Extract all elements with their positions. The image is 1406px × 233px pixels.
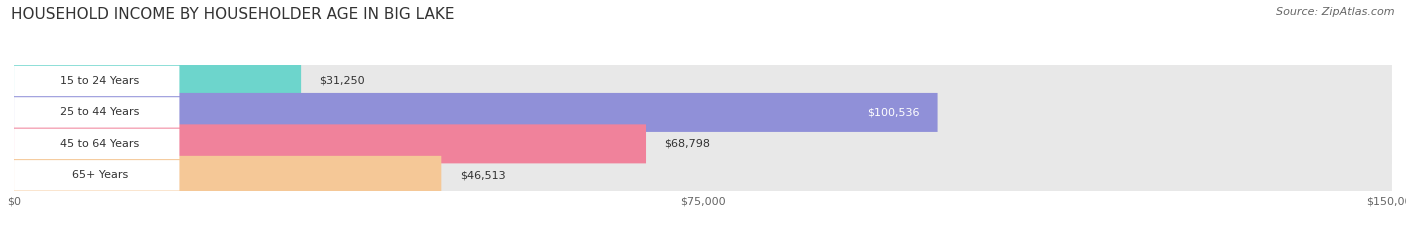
Text: 45 to 64 Years: 45 to 64 Years <box>60 139 139 149</box>
FancyBboxPatch shape <box>14 93 938 132</box>
FancyBboxPatch shape <box>14 62 1392 100</box>
FancyBboxPatch shape <box>14 124 1392 163</box>
FancyBboxPatch shape <box>14 156 441 195</box>
FancyBboxPatch shape <box>14 129 180 159</box>
Text: Source: ZipAtlas.com: Source: ZipAtlas.com <box>1277 7 1395 17</box>
FancyBboxPatch shape <box>14 124 645 163</box>
FancyBboxPatch shape <box>14 156 1392 195</box>
Text: 65+ Years: 65+ Years <box>72 170 128 180</box>
Text: 25 to 44 Years: 25 to 44 Years <box>60 107 139 117</box>
Text: $100,536: $100,536 <box>866 107 920 117</box>
FancyBboxPatch shape <box>14 66 180 96</box>
FancyBboxPatch shape <box>14 97 180 128</box>
FancyBboxPatch shape <box>14 62 301 100</box>
Text: $31,250: $31,250 <box>319 76 366 86</box>
Text: HOUSEHOLD INCOME BY HOUSEHOLDER AGE IN BIG LAKE: HOUSEHOLD INCOME BY HOUSEHOLDER AGE IN B… <box>11 7 454 22</box>
FancyBboxPatch shape <box>14 93 1392 132</box>
FancyBboxPatch shape <box>14 160 180 191</box>
Text: $68,798: $68,798 <box>665 139 710 149</box>
Text: 15 to 24 Years: 15 to 24 Years <box>60 76 139 86</box>
Text: $46,513: $46,513 <box>460 170 505 180</box>
